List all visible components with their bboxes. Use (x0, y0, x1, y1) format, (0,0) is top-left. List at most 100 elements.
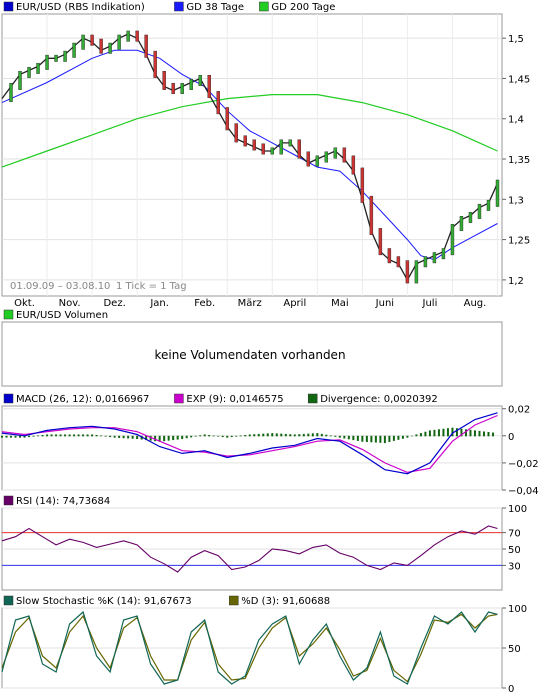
candle (261, 143, 265, 155)
x-tick-label: Okt. (14, 298, 35, 309)
candle (387, 248, 392, 264)
divergence-bar (455, 428, 458, 437)
legend-label: RSI (14): 74,73684 (16, 496, 110, 507)
divergence-bar (158, 435, 161, 442)
legend-label: %D (3): 91,60688 (241, 596, 330, 607)
divergence-bar (482, 431, 485, 437)
divergence-bar (473, 430, 476, 437)
price-y-axis: 1,5 1,45 1,4 1,35 1,3 1,25 1,2 (502, 34, 530, 287)
legend-swatch (174, 393, 184, 404)
divergence-bar (446, 428, 449, 437)
gd200-line (1, 94, 498, 168)
candle (171, 83, 175, 94)
y-tick-label: 100 (508, 504, 527, 515)
y-tick-label: 100 (508, 604, 527, 615)
stoch-k-line (1, 610, 498, 685)
divergence-bar (244, 434, 247, 437)
legend-swatch (3, 1, 14, 12)
macd-y-axis: 0,02 0 −0,02 −0,04 (502, 405, 539, 497)
candle (144, 34, 148, 58)
y-tick-label: 70 (508, 529, 521, 540)
divergence-bar (59, 434, 62, 437)
divergence-bar (392, 435, 395, 441)
y-tick-label: −0,02 (508, 459, 539, 470)
divergence-bar (325, 434, 328, 437)
price-x-axis: Okt. Nov. Dez. Jan. Feb. März April Mai Juni Juli… (14, 298, 486, 309)
divergence-bar (140, 435, 143, 440)
candle (198, 75, 202, 86)
divergence-bar (149, 435, 152, 441)
divergence-bar (374, 435, 377, 443)
legend-label: EUR/USD (RBS Indikation) (16, 2, 145, 13)
divergence-bar (185, 435, 188, 439)
candle (324, 151, 329, 163)
divergence-bar (127, 435, 130, 439)
divergence-bar (280, 433, 283, 437)
tick-info-label: 1 Tick = 1 Tag (116, 281, 187, 292)
price-series (1, 30, 500, 284)
divergence-bar (338, 435, 341, 438)
y-tick-label: 30 (508, 561, 521, 572)
divergence-bar (167, 435, 170, 441)
divergence-bar (91, 434, 94, 437)
divergence-bar (487, 432, 490, 437)
divergence-bar (122, 435, 125, 439)
candle (459, 216, 464, 231)
candle (351, 155, 356, 175)
divergence-bar (109, 435, 112, 438)
divergence-bar (235, 435, 238, 437)
divergence-bar (437, 429, 440, 437)
divergence-bar (104, 435, 107, 437)
x-tick-label: April (283, 298, 306, 309)
volume-legend: EUR/USD Volumen (3, 309, 108, 321)
divergence-bar (293, 434, 296, 437)
y-tick-label: 1,25 (508, 236, 530, 247)
candle (216, 91, 220, 115)
divergence-bar (311, 433, 314, 437)
rsi-panel: 100 70 50 30 RSI (14): 74,73684 (1, 495, 527, 591)
divergence-bar (302, 433, 305, 437)
volume-panel: EUR/USD Volumen keine Volumendaten vorha… (1, 309, 503, 387)
divergence-bar (320, 433, 323, 437)
divergence-bar (50, 434, 53, 437)
divergence-bar (37, 435, 40, 437)
x-tick-label: Mai (331, 298, 349, 309)
candle (315, 155, 320, 167)
divergence-bar (388, 435, 391, 442)
candle (306, 151, 311, 167)
volume-message: keine Volumendaten vorhanden (154, 348, 345, 362)
candle (81, 34, 85, 50)
divergence-bar (1, 435, 3, 438)
price-legend: EUR/USD (RBS Indikation) GD 38 Tage GD 200… (3, 1, 335, 13)
candle (405, 260, 410, 284)
divergence-bar (194, 435, 197, 437)
divergence-bar (163, 435, 166, 442)
candle (108, 42, 112, 54)
x-tick-label: Jan. (149, 298, 169, 309)
divergence-bar (464, 429, 467, 437)
rsi-line (1, 525, 498, 573)
legend-label: GD 38 Tage (186, 2, 244, 13)
divergence-bar (289, 434, 292, 437)
macd-legend: MACD (26, 12): 0,0166967 EXP (9): 0,01465… (3, 393, 438, 405)
candle (423, 256, 428, 268)
divergence-bar (208, 434, 211, 437)
volume-plot-area (1, 321, 503, 387)
divergence-bar (433, 429, 436, 437)
divergence-bar (46, 434, 49, 437)
stoch-panel: 100 50 0 Slow Stochastic %K (14): 91,67673… (1, 595, 527, 695)
divergence-bar (32, 435, 35, 437)
divergence-bar (451, 427, 454, 437)
price-plot-area (1, 13, 503, 297)
macd-grid (2, 408, 502, 491)
divergence-bar (131, 435, 134, 439)
divergence-bar (203, 434, 206, 437)
date-range-label: 01.09.09 – 03.08.10 (10, 281, 110, 292)
candle (162, 71, 166, 90)
candle (36, 62, 40, 74)
candle (54, 54, 58, 62)
candle (396, 256, 401, 268)
candle (279, 139, 283, 155)
divergence-bar (68, 434, 71, 437)
candle (477, 203, 482, 219)
